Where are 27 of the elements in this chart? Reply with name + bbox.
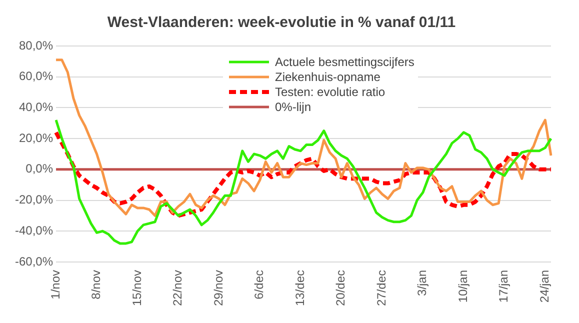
x-tick-label: 20/dec (334, 270, 348, 306)
x-tick-label: 29/nov (211, 270, 226, 306)
x-tick-label: 6/dec (252, 270, 266, 300)
x-tick-label: 13/dec (292, 270, 307, 306)
x-tick-label: 10/jan (456, 270, 470, 303)
legend-label: Ziekenhuis-opname (275, 70, 380, 84)
x-tick-label: 15/nov (130, 270, 144, 306)
legend-label: Actuele besmettingscijfers (275, 54, 414, 68)
x-tick-label: 8/nov (89, 270, 104, 300)
chart-title: West-Vlaanderen: week-evolutie in % vanaf 01/11 (107, 14, 456, 32)
y-tick-label: 80,0% (18, 38, 54, 52)
x-tick-label: 24/jan (537, 270, 552, 303)
legend-label: 0%-lijn (275, 100, 312, 114)
x-tick-label: 22/nov (170, 270, 185, 306)
x-tick-label: 1/nov (48, 270, 62, 300)
y-tick-label: -40,0% (14, 223, 54, 238)
legend-label: Testen: evolutie ratio (275, 84, 386, 98)
x-tick-label: 27/dec (374, 270, 388, 306)
y-tick-label: 60,0% (18, 69, 54, 84)
y-tick-label: 40,0% (18, 100, 54, 114)
y-tick-label: -20,0% (14, 192, 54, 207)
y-tick-label: 20,0% (18, 130, 54, 145)
y-tick-label: 0,0% (26, 162, 54, 176)
line-series (54, 130, 553, 218)
x-tick-label: 3/jan (415, 270, 430, 296)
x-tick-label: 17/jan (496, 270, 511, 303)
y-tick-label: -60,0% (14, 254, 54, 268)
